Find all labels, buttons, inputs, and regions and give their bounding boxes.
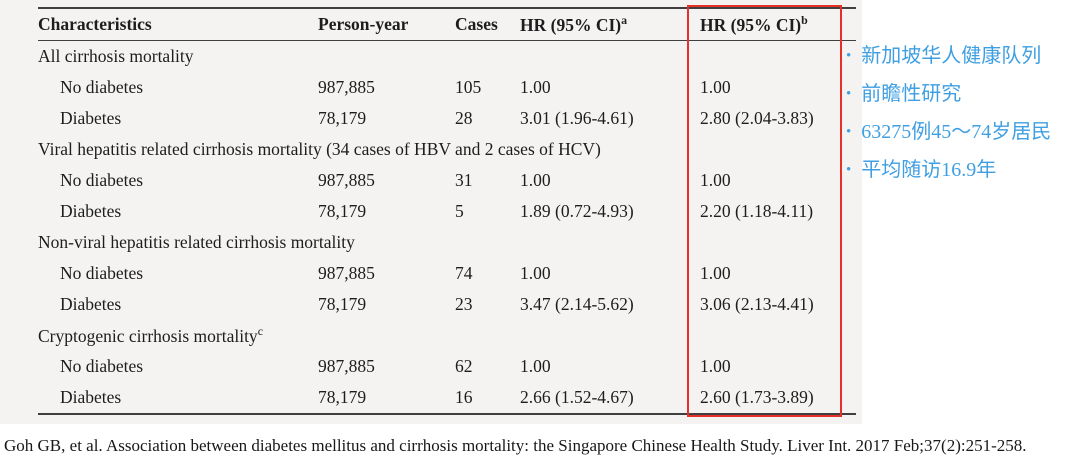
bullet-icon: • xyxy=(846,162,852,178)
table-row: Diabetes 78,179 5 1.89 (0.72-4.93) 2.20 (1.1… xyxy=(38,196,856,227)
cases-value: 74 xyxy=(455,263,473,283)
row-label: Diabetes xyxy=(60,387,122,407)
col-header-1: Person-year xyxy=(318,14,409,34)
table-row: Diabetes 78,179 28 3.01 (1.96-4.61) 2.80 (2.… xyxy=(38,103,856,134)
col-header-0: Characteristics xyxy=(38,14,152,34)
section-row: All cirrhosis mortality xyxy=(38,41,856,72)
section-title: Cryptogenic cirrhosis mortalityc xyxy=(38,324,263,346)
person-year-value: 78,179 xyxy=(318,108,367,128)
cases-value: 5 xyxy=(455,201,464,221)
person-year-value: 78,179 xyxy=(318,201,367,221)
hr-b-value: 2.60 (1.73-3.89) xyxy=(700,387,814,407)
table-row: No diabetes 987,885 74 1.00 1.00 xyxy=(38,258,856,289)
hr-a-value: 3.47 (2.14-5.62) xyxy=(520,294,634,314)
hr-b-value: 1.00 xyxy=(700,170,731,190)
citation-text: Goh GB, et al. Association between diabe… xyxy=(4,436,1027,455)
hr-b-value: 1.00 xyxy=(700,263,731,283)
hr-a-value: 1.00 xyxy=(520,77,551,97)
hr-a-value: 1.00 xyxy=(520,356,551,376)
table-row: No diabetes 987,885 105 1.00 1.00 xyxy=(38,72,856,103)
annotation-text: 前瞻性研究 xyxy=(861,83,962,105)
person-year-value: 78,179 xyxy=(318,387,367,407)
section-title: Viral hepatitis related cirrhosis mortal… xyxy=(38,139,601,159)
hr-b-value: 2.80 (2.04-3.83) xyxy=(700,108,814,128)
bullet-icon: • xyxy=(846,124,852,140)
cases-value: 31 xyxy=(455,170,473,190)
col-header-4: HR (95% CI)b xyxy=(700,13,808,35)
hr-b-value: 1.00 xyxy=(700,356,731,376)
table-row: No diabetes 987,885 31 1.00 1.00 xyxy=(38,165,856,196)
row-label: No diabetes xyxy=(60,170,144,190)
table-body: All cirrhosis mortality No diabetes 987,88… xyxy=(38,41,856,415)
col-header-2: Cases xyxy=(455,14,498,34)
bullet-icon: • xyxy=(846,48,852,64)
cases-value: 23 xyxy=(455,294,473,314)
cases-value: 105 xyxy=(455,77,482,97)
hr-a-value: 1.89 (0.72-4.93) xyxy=(520,201,634,221)
section-row: Viral hepatitis related cirrhosis mortal… xyxy=(38,134,856,165)
row-label: No diabetes xyxy=(60,263,144,283)
annotation-item: • 63275例45～74岁居民 xyxy=(846,120,1076,145)
section-title: All cirrhosis mortality xyxy=(38,46,194,66)
annotation-item: • 新加坡华人健康队列 xyxy=(846,44,1076,69)
person-year-value: 78,179 xyxy=(318,294,367,314)
table-row: Diabetes 78,179 23 3.47 (2.14-5.62) 3.06 (2.… xyxy=(38,289,856,320)
col-header-3: HR (95% CI)a xyxy=(520,13,628,35)
row-label: No diabetes xyxy=(60,77,144,97)
hr-a-value: 2.66 (1.52-4.67) xyxy=(520,387,634,407)
annotation-item: • 平均随访16.9年 xyxy=(846,158,1076,183)
annotation-list: • 新加坡华人健康队列 • 前瞻性研究 • 63275例45～74岁居民 • 平均随访16.9… xyxy=(846,44,1076,196)
annotation-text: 63275例45～74岁居民 xyxy=(861,121,1052,143)
table-row: Diabetes 78,179 16 2.66 (1.52-4.67) 2.60 (1.… xyxy=(38,382,856,413)
hr-a-value: 1.00 xyxy=(520,263,551,283)
person-year-value: 987,885 xyxy=(318,170,375,190)
annotation-text: 新加坡华人健康队列 xyxy=(861,45,1042,67)
results-table: Characteristics Person-year Cases HR (95% C… xyxy=(38,7,856,415)
hr-b-value: 3.06 (2.13-4.41) xyxy=(700,294,814,314)
table-header-row: Characteristics Person-year Cases HR (95% C… xyxy=(38,9,856,41)
person-year-value: 987,885 xyxy=(318,263,375,283)
hr-b-value: 2.20 (1.18-4.11) xyxy=(700,201,814,221)
row-label: Diabetes xyxy=(60,294,122,314)
person-year-value: 987,885 xyxy=(318,356,375,376)
hr-a-value: 1.00 xyxy=(520,170,551,190)
annotation-item: • 前瞻性研究 xyxy=(846,82,1076,107)
row-label: No diabetes xyxy=(60,356,144,376)
cases-value: 16 xyxy=(455,387,473,407)
table-row: No diabetes 987,885 62 1.00 1.00 xyxy=(38,351,856,382)
bullet-icon: • xyxy=(846,86,852,102)
slide-background-panel xyxy=(0,0,862,424)
cases-value: 28 xyxy=(455,108,473,128)
row-label: Diabetes xyxy=(60,108,122,128)
hr-a-value: 3.01 (1.96-4.61) xyxy=(520,108,634,128)
row-label: Diabetes xyxy=(60,201,122,221)
section-row: Cryptogenic cirrhosis mortalityc xyxy=(38,320,856,351)
section-row: Non-viral hepatitis related cirrhosis mo… xyxy=(38,227,856,258)
person-year-value: 987,885 xyxy=(318,77,375,97)
annotation-text: 平均随访16.9年 xyxy=(861,159,997,181)
section-title: Non-viral hepatitis related cirrhosis mo… xyxy=(38,232,355,252)
cases-value: 62 xyxy=(455,356,473,376)
hr-b-value: 1.00 xyxy=(700,77,731,97)
